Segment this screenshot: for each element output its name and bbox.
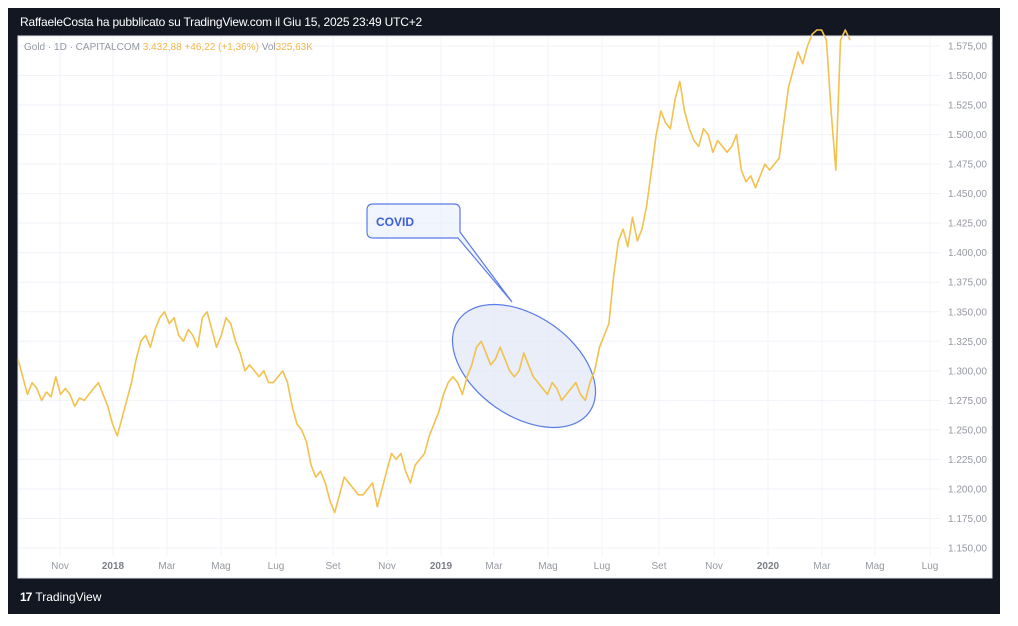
volume-label: Vol (261, 42, 276, 53)
x-tick-label: Nov (705, 561, 723, 572)
y-tick-label: 1.525,00 (948, 101, 987, 112)
y-tick-label: 1.225,00 (948, 455, 987, 466)
covid-callout[interactable] (366, 203, 513, 303)
covid-highlight-ellipse[interactable] (430, 279, 618, 453)
x-tick-label: Mar (813, 561, 831, 572)
x-tick-label: Mag (538, 561, 557, 572)
y-tick-label: 1.425,00 (948, 219, 987, 230)
price-line[interactable] (17, 29, 851, 514)
tradingview-logo-icon: 17 (20, 590, 32, 604)
y-tick-label: 1.275,00 (948, 396, 987, 407)
y-tick-label: 1.475,00 (948, 160, 987, 171)
y-tick-label: 1.500,00 (948, 130, 987, 141)
y-tick-label: 1.150,00 (948, 544, 987, 555)
publish-header-text: RaffaeleCosta ha pubblicato su TradingVi… (20, 15, 423, 29)
x-tick-label: Nov (51, 561, 69, 572)
volume-value: 325,63K (275, 42, 313, 53)
x-tick-label: Lug (268, 561, 285, 572)
x-tick-label: 2020 (757, 561, 780, 572)
y-tick-label: 1.400,00 (948, 248, 987, 259)
footer-bar: 17 TradingView (8, 578, 1000, 614)
y-tick-label: 1.325,00 (948, 337, 987, 348)
y-tick-label: 1.550,00 (948, 71, 987, 82)
chart-border (17, 35, 993, 579)
y-tick-label: 1.300,00 (948, 366, 987, 377)
y-tick-label: 1.200,00 (948, 484, 987, 495)
y-tick-label: 1.175,00 (948, 514, 987, 525)
x-tick-label: 2019 (430, 561, 453, 572)
publish-header: RaffaeleCosta ha pubblicato su TradingVi… (8, 8, 1000, 36)
price-change: +46,22 (+1,36%) (184, 42, 259, 53)
y-tick-label: 1.250,00 (948, 425, 987, 436)
x-tick-label: Mag (865, 561, 884, 572)
x-tick-label: Nov (378, 561, 396, 572)
covid-label: COVID (376, 215, 414, 229)
symbol-label[interactable]: Gold · 1D · CAPITALCOM (24, 42, 140, 53)
y-tick-label: 1.375,00 (948, 278, 987, 289)
symbol-legend: Gold · 1D · CAPITALCOM 3.432,88 +46,22 (… (24, 42, 313, 53)
y-tick-label: 1.575,00 (948, 42, 987, 53)
x-tick-label: Set (651, 561, 666, 572)
tradingview-brand-name: TradingView (35, 590, 102, 604)
x-tick-label: Mar (485, 561, 503, 572)
x-tick-label: Lug (922, 561, 939, 572)
x-tick-label: 2018 (102, 561, 125, 572)
tradingview-brand[interactable]: 17 TradingView (20, 590, 101, 604)
y-tick-label: 1.450,00 (948, 189, 987, 200)
x-tick-label: Mar (158, 561, 176, 572)
x-tick-label: Mag (211, 561, 230, 572)
y-tick-label: 1.350,00 (948, 307, 987, 318)
last-price: 3.432,88 (142, 42, 182, 53)
x-tick-label: Set (325, 561, 340, 572)
x-tick-label: Lug (594, 561, 611, 572)
